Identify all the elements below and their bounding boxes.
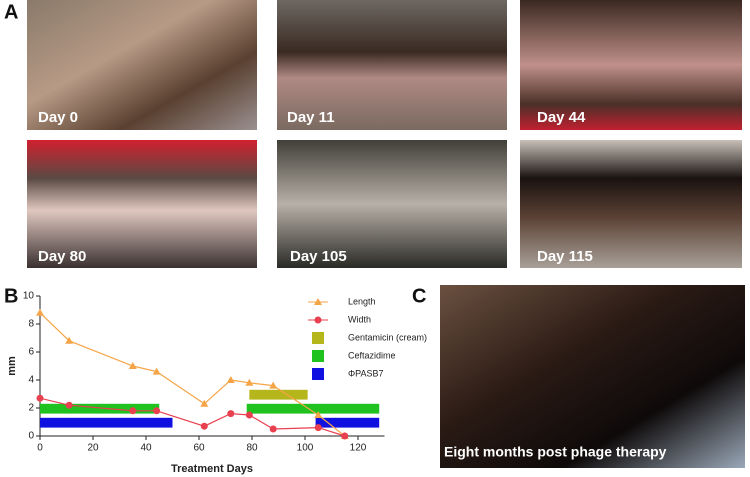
point <box>65 401 73 409</box>
point <box>36 394 44 402</box>
x-tick-label: 80 <box>246 443 258 454</box>
treatment-bar <box>246 403 380 414</box>
photo <box>27 0 257 130</box>
photo-label: Day 115 <box>537 248 593 265</box>
legend-label: Gentamicin (cream) <box>348 332 427 342</box>
photo-label: Day 0 <box>38 109 78 126</box>
photo-label: Day 80 <box>38 248 86 265</box>
y-tick-label: 2 <box>28 403 34 414</box>
legend-marker <box>314 298 322 305</box>
point <box>200 422 208 430</box>
photo-caption: Eight months post phage therapy <box>444 444 667 460</box>
y-tick-label: 4 <box>28 375 34 386</box>
series-line <box>39 397 345 437</box>
y-axis-label: mm <box>6 356 18 376</box>
treatment-bar <box>40 403 160 414</box>
point <box>36 308 44 316</box>
treatment-bar <box>315 417 380 428</box>
photo <box>277 140 507 268</box>
photo-label: Day 44 <box>537 109 586 126</box>
photo <box>520 140 742 268</box>
x-tick-label: 60 <box>193 443 205 454</box>
y-tick-label: 0 <box>28 431 34 442</box>
point <box>245 411 253 419</box>
point <box>314 411 323 418</box>
photo <box>440 285 745 468</box>
point <box>269 425 277 433</box>
panel-label: C <box>412 285 426 307</box>
point <box>153 407 161 415</box>
panel-label: B <box>4 285 18 307</box>
point <box>152 367 161 375</box>
legend-label: Ceftazidime <box>348 350 396 360</box>
legend-swatch <box>312 368 324 380</box>
point <box>227 410 235 418</box>
panel-label: A <box>4 1 18 23</box>
x-tick-label: 100 <box>297 443 314 454</box>
point <box>128 362 137 369</box>
y-tick-label: 10 <box>23 291 35 302</box>
point <box>245 378 254 386</box>
legend-label: ΦPASB7 <box>348 368 384 378</box>
treatment-bar <box>249 389 308 400</box>
legend-swatch <box>312 332 324 344</box>
x-axis-label: Treatment Days <box>171 463 253 475</box>
point <box>341 432 349 440</box>
photo <box>27 140 257 268</box>
legend-swatch <box>312 350 324 362</box>
treatment-bar <box>40 417 173 428</box>
point <box>129 407 137 415</box>
series-line <box>39 312 346 437</box>
photo <box>520 0 742 130</box>
photo <box>277 0 507 130</box>
photo-label: Day 11 <box>287 109 335 126</box>
point <box>226 376 235 383</box>
point <box>269 381 278 389</box>
y-tick-label: 6 <box>28 347 34 358</box>
x-tick-label: 20 <box>87 443 99 454</box>
photo-label: Day 105 <box>290 248 347 265</box>
point <box>200 399 209 407</box>
y-tick-label: 8 <box>28 319 34 330</box>
x-tick-label: 120 <box>350 443 367 454</box>
legend-marker <box>314 316 322 324</box>
point <box>314 424 322 432</box>
legend-label: Width <box>348 314 371 324</box>
legend-label: Length <box>348 296 376 306</box>
x-tick-label: 40 <box>140 443 152 454</box>
point <box>65 336 74 344</box>
x-tick-label: 0 <box>37 443 43 454</box>
